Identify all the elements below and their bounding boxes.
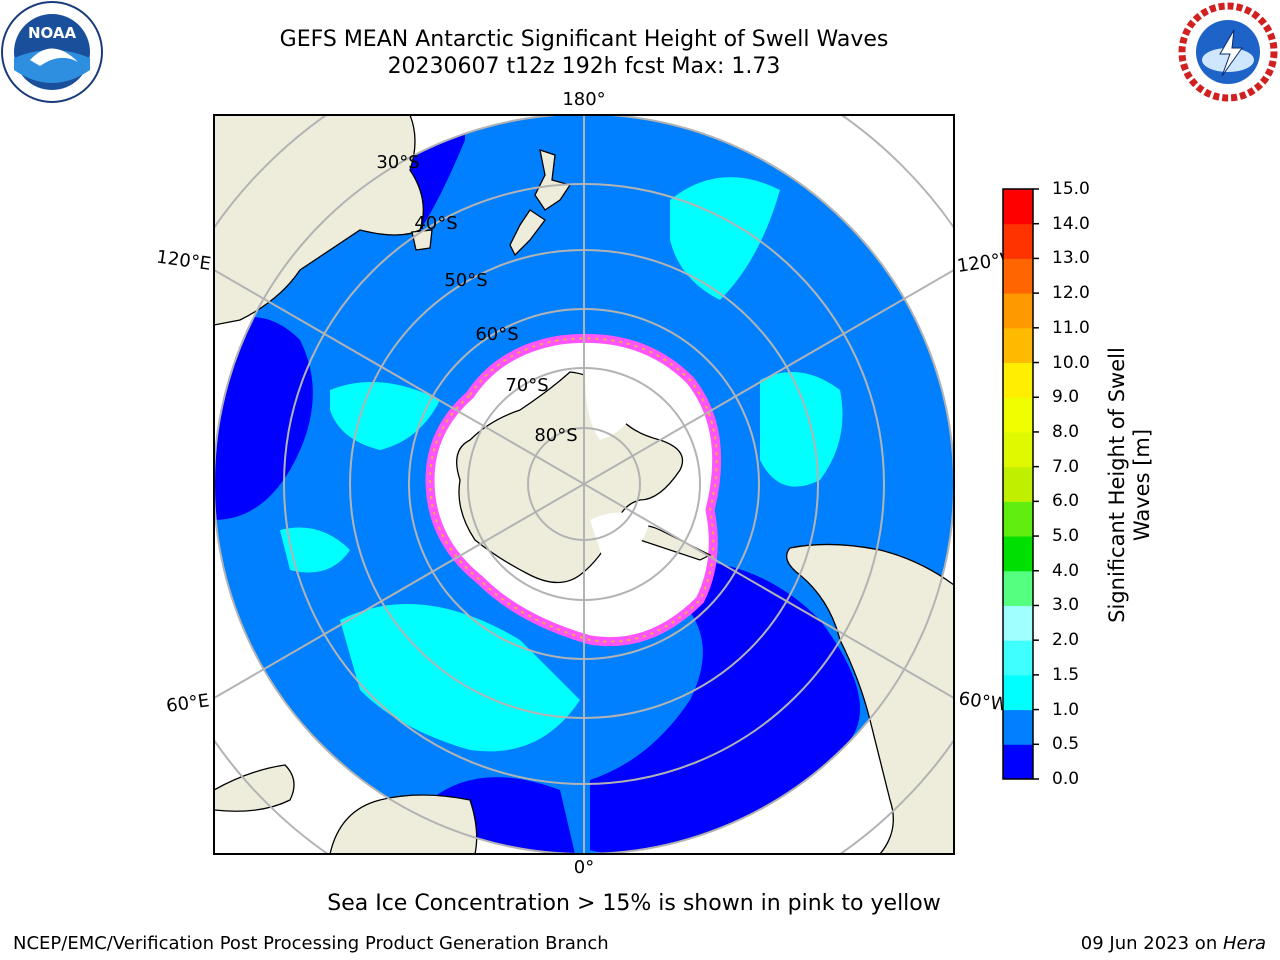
colorbar-bin-11.0-12.0 [1003,293,1033,329]
run-date-text: 09 Jun 2023 on [1080,933,1223,954]
graticule [214,115,954,854]
lat-label-30s: 30°S [376,152,419,173]
colorbar-bin-12.0-13.0 [1003,258,1033,294]
colorbar-tick-label: 10.0 [1052,352,1090,373]
colorbar-bin-9.0-10.0 [1003,362,1033,398]
colorbar-bin-2.0-3.0 [1003,605,1033,641]
lat-label-80s: 80°S [534,425,577,446]
colorbar-bin-13.0-14.0 [1003,223,1033,259]
land [214,115,954,854]
lon-label-60e: 60°E [165,690,211,717]
swell-bin-1.0-1.5-northeast [670,177,780,300]
madagascar [214,764,295,812]
colorbar-tick-label: 15.0 [1052,179,1090,199]
meridian-120e [214,269,585,485]
africa [329,794,478,854]
swell-bin-1.0-1.5-east [760,372,843,487]
colorbar-tick-label: 3.0 [1052,595,1080,616]
colorbar-tick-label: 1.5 [1052,664,1080,685]
colorbar [1003,189,1033,780]
lat-label-40s: 40°S [414,213,457,234]
colorbar-tick-label: 0.5 [1052,734,1080,755]
colorbar-tick-label: 1.0 [1052,699,1080,720]
sea-ice-high-concentration [428,337,718,643]
lon-label-0: 0° [574,857,594,878]
colorbar-tick-label: 13.0 [1052,248,1090,269]
swell-bin-1.0-1.5-south [340,604,580,752]
south-america [786,543,954,854]
colorbar-bin-0.0-0.5 [1003,744,1033,780]
colorbar-bin-6.0-7.0 [1003,466,1033,502]
producer-credit: NCEP/EMC/Verification Post Processing Pr… [13,933,609,954]
new-zealand-north [534,149,572,211]
chart-subtitle: 20230607 t12z 192h fcst Max: 1.73 [387,54,781,79]
meridian-60e [214,483,585,699]
lon-label-180: 180° [562,89,605,110]
noaa-logo-text: NOAA [28,24,77,42]
colorbar-tick-label: 12.0 [1052,283,1090,304]
meridian-60w [583,483,954,699]
swell-bin-0-0.5-southeast [590,560,860,854]
colorbar-bin-14.0-15.0 [1003,189,1033,225]
colorbar-bin-1.5-2.0 [1003,640,1033,676]
colorbar-bin-1.0-1.5 [1003,674,1033,711]
colorbar-bin-0.5-1.0 [1003,709,1033,745]
nws-logo [1178,2,1278,102]
run-host: Hera [1222,933,1266,954]
colorbar-bin-10.0-11.0 [1003,327,1033,364]
map-frame [213,114,955,855]
colorbar-tick-label: 5.0 [1052,526,1080,547]
colorbar-bin-4.0-5.0 [1003,536,1033,572]
colorbar-tick-label: 14.0 [1052,213,1090,234]
lat-label-60s: 60°S [475,324,518,345]
chart-title: GEFS MEAN Antarctic Significant Height o… [279,27,889,52]
colorbar-tick-label: 8.0 [1052,421,1080,442]
new-zealand-south [509,209,546,257]
sea-ice-note: Sea Ice Concentration > 15% is shown in … [327,891,941,916]
colorbar-tick-label: 2.0 [1052,630,1080,651]
colorbar-bin-5.0-6.0 [1003,501,1033,537]
lat-label-70s: 70°S [505,375,548,396]
lon-label-120e: 120°E [155,247,212,275]
colorbar-bin-3.0-4.0 [1003,570,1033,606]
colorbar-tick-label: 11.0 [1052,317,1090,338]
swell-bin-1.0-1.5-southwest [280,527,350,573]
colorbar-bin-7.0-8.0 [1003,431,1033,468]
ross-ice-shelf [585,372,640,440]
run-date: 09 Jun 2023 on Hera [1081,933,1266,954]
colorbar-tick-label: 9.0 [1052,387,1080,408]
colorbar-ticks [1033,188,1039,780]
colorbar-tick-label: 6.0 [1052,491,1080,512]
ronne-ice-shelf [590,512,650,565]
colorbar-tick-label: 0.0 [1052,769,1080,789]
colorbar-tick-label: 4.0 [1052,560,1080,581]
lat-label-50s: 50°S [444,270,487,291]
swell-bin-1.0-1.5-west [330,382,440,450]
lon-label-60w: 60°W [957,688,1009,716]
swell-bin-0-0.5-west [214,317,313,520]
noaa-logo: NOAA [1,1,103,103]
colorbar-label: Significant Height of Swell Waves [m] [1105,347,1154,623]
colorbar-bin-8.0-9.0 [1003,397,1033,433]
meridian-120w [583,269,954,485]
colorbar-frame [1002,188,1034,780]
australia [214,115,424,326]
colorbar-tick-label: 7.0 [1052,456,1080,477]
